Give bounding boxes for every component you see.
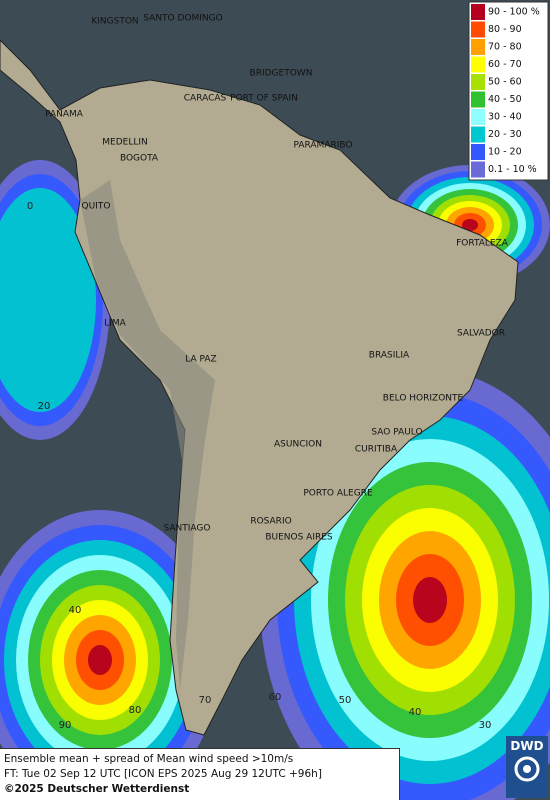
legend-label: 10 - 20 xyxy=(488,147,522,158)
grid-label: 70 xyxy=(199,695,212,706)
city-label: BOGOTA xyxy=(120,154,159,164)
grid-label: 20 xyxy=(38,401,51,412)
grid-label: 80 xyxy=(129,705,142,716)
grid-label: 50 xyxy=(339,695,352,706)
city-label: SALVADOR xyxy=(457,329,505,339)
legend-label: 30 - 40 xyxy=(488,112,522,123)
city-label: SANTIAGO xyxy=(164,524,211,534)
city-label: SAO PAULO xyxy=(371,428,422,438)
footer-line: ©2025 Deutscher Wetterdienst xyxy=(4,783,190,795)
footer: Ensemble mean + spread of Mean wind spee… xyxy=(0,748,400,800)
wind-area xyxy=(88,645,112,675)
city-label: MEDELLIN xyxy=(102,138,147,148)
grid-label: 60 xyxy=(269,692,282,703)
legend-label: 90 - 100 % xyxy=(488,7,540,18)
city-label: BRIDGETOWN xyxy=(250,69,313,79)
city-label: BRASILIA xyxy=(369,351,410,361)
legend-swatch xyxy=(471,56,485,73)
city-label: KINGSTON xyxy=(91,17,138,27)
legend-swatch xyxy=(471,4,485,20)
city-label: PARAMARIBO xyxy=(294,141,353,151)
andes xyxy=(80,180,215,690)
legend-swatch xyxy=(471,39,485,55)
city-label: PORTO ALEGRE xyxy=(303,489,373,499)
logo-text: DWD xyxy=(510,739,544,753)
legend-label: 70 - 80 xyxy=(488,42,522,53)
legend-swatch xyxy=(471,144,485,160)
city-label: LA PAZ xyxy=(185,355,216,365)
legend-swatch xyxy=(471,126,485,143)
grid-label: 90 xyxy=(59,720,72,731)
legend-label: 0.1 - 10 % xyxy=(488,164,537,175)
city-label: BUENOS AIRES xyxy=(265,533,333,543)
wind-area xyxy=(462,219,478,231)
legend-label: 20 - 30 xyxy=(488,129,522,140)
legend-label: 50 - 60 xyxy=(488,77,522,88)
grid-label: 0 xyxy=(27,201,33,212)
legend-label: 80 - 90 xyxy=(488,24,522,35)
grid-label: 40 xyxy=(409,707,422,718)
city-label: CARACAS xyxy=(184,94,227,104)
grid-label: 40 xyxy=(69,605,82,616)
legend-swatch xyxy=(471,21,485,38)
city-label: SANTO DOMINGO xyxy=(143,14,222,24)
city-label: PORT OF SPAIN xyxy=(230,94,298,104)
footer-line: FT: Tue 02 Sep 12 UTC [ICON EPS 2025 Aug… xyxy=(4,768,322,780)
legend-swatch xyxy=(471,74,485,90)
city-label: ASUNCION xyxy=(274,440,322,450)
city-label: LIMA xyxy=(104,319,126,329)
legend-swatch xyxy=(471,109,485,125)
city-label: FORTALEZA xyxy=(456,239,509,249)
logo: DWD xyxy=(506,736,548,798)
legend-swatch xyxy=(471,91,485,108)
city-label: ROSARIO xyxy=(250,517,291,527)
city-label: PANAMA xyxy=(45,110,84,120)
logo-icon xyxy=(514,756,540,782)
legend-swatch xyxy=(471,161,485,178)
city-label: CURITIBA xyxy=(355,445,398,455)
footer-line: Ensemble mean + spread of Mean wind spee… xyxy=(4,753,294,765)
grid-label: 30 xyxy=(479,720,492,731)
wind-area xyxy=(0,188,96,412)
city-label: QUITO xyxy=(82,202,111,212)
legend-label: 40 - 50 xyxy=(488,94,522,105)
city-label: BELO HORIZONTE xyxy=(383,394,464,404)
wind-area xyxy=(413,577,447,623)
land xyxy=(0,39,519,736)
legend-label: 60 - 70 xyxy=(488,59,522,70)
